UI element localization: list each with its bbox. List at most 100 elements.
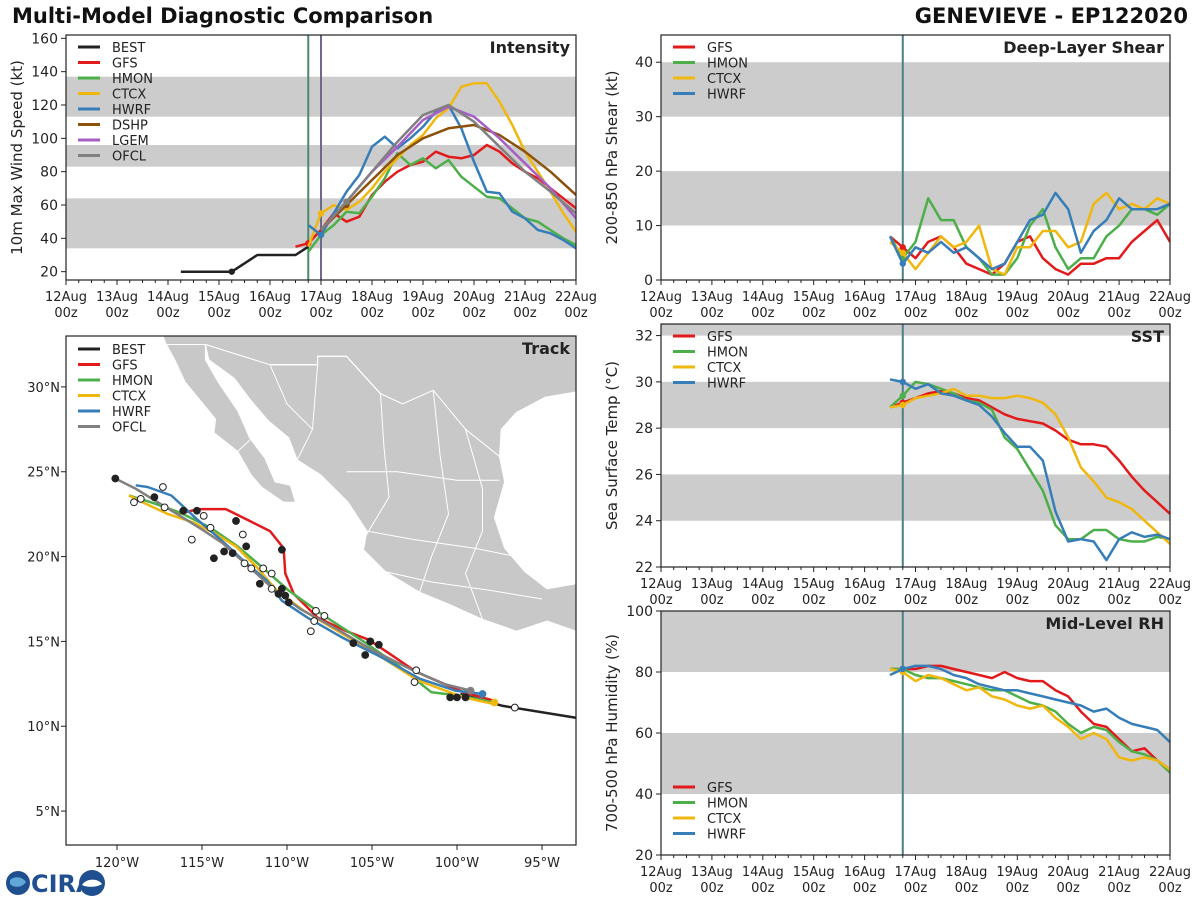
x-tick-label: 20Aug 00z — [1047, 865, 1089, 896]
x-tick-hour: 00z — [1006, 593, 1030, 608]
state-border — [237, 428, 262, 452]
track-point — [111, 474, 120, 483]
track-point — [240, 559, 249, 568]
x-tick-date: 14Aug — [742, 577, 784, 592]
series-line-gfs — [890, 664, 1170, 771]
x-tick-label: 22Aug 00z — [1149, 577, 1191, 608]
panel-title: Intensity — [490, 38, 571, 57]
series-line-ctcx — [307, 82, 576, 248]
lat-label: 5°N — [36, 805, 61, 820]
x-tick-date: 22Aug — [555, 290, 597, 305]
plot-area — [661, 35, 1170, 280]
x-tick-hour: 00z — [411, 306, 435, 321]
x-tick-hour: 00z — [904, 881, 928, 896]
x-tick-hour: 00z — [700, 306, 724, 321]
x-tick-date: 18Aug — [945, 577, 987, 592]
y-tick-label: 160 — [31, 31, 58, 47]
y-tick-label: 24 — [635, 514, 653, 530]
x-tick-hour: 00z — [955, 593, 979, 608]
legend-label-hmon: HMON — [707, 797, 748, 812]
track-point — [310, 617, 319, 625]
plot-area — [661, 611, 1170, 855]
x-tick-hour: 00z — [649, 306, 673, 321]
x-tick-hour: 00z — [802, 593, 826, 608]
x-tick-date: 20Aug — [1047, 577, 1089, 592]
track-point — [187, 535, 196, 544]
x-tick-hour: 00z — [700, 593, 724, 608]
cira-logo: CIRA — [6, 870, 105, 898]
x-tick-hour: 00z — [751, 881, 775, 896]
x-tick-hour: 00z — [1158, 306, 1182, 321]
init-point-ctcx — [317, 210, 325, 217]
track-point — [278, 545, 286, 554]
lon-label: 105°W — [350, 856, 394, 871]
y-tick-label: 40 — [40, 231, 58, 247]
series-line-best — [180, 245, 309, 273]
x-tick-date: 21Aug — [1098, 577, 1140, 592]
legend-label-hwrf: HWRF — [112, 405, 151, 420]
x-tick-label: 16Aug 00z — [249, 290, 291, 321]
series-line-dshp — [320, 123, 576, 231]
x-tick-hour: 00z — [156, 306, 180, 321]
track-line-ctcx — [128, 494, 495, 706]
track-point — [510, 703, 519, 712]
x-tick-date: 12Aug — [45, 290, 87, 305]
state-border — [419, 390, 450, 593]
land-mexico — [204, 343, 576, 632]
legend-label-gfs: GFS — [707, 41, 733, 56]
track-point — [130, 498, 138, 507]
x-tick-label: 16Aug 00z — [844, 577, 886, 608]
track-point — [206, 523, 215, 532]
threshold-band — [661, 733, 1170, 794]
x-tick-date: 20Aug — [453, 290, 495, 305]
x-tick-hour: 00z — [802, 881, 826, 896]
y-tick-label: 26 — [635, 467, 653, 483]
y-tick-label: 80 — [40, 165, 58, 181]
x-tick-date: 15Aug — [793, 865, 835, 880]
lon-label: 100°W — [435, 856, 479, 871]
x-tick-hour: 00z — [207, 306, 231, 321]
x-tick-hour: 00z — [360, 306, 384, 321]
series-line-gfs — [889, 218, 1170, 276]
series-line-ctcx — [889, 387, 1170, 545]
x-tick-date: 14Aug — [742, 865, 784, 880]
track-point — [312, 606, 320, 615]
state-border — [346, 471, 500, 481]
chart-track: 120°W 115°W 110°W 105°W 100°W 95°W 5°N 10°N 15°N… — [27, 335, 577, 871]
y-axis-label: 700-500 hPa Humidity (%) — [603, 634, 621, 832]
track-point — [259, 564, 268, 573]
x-tick-hour: 00z — [751, 593, 775, 608]
map-frame — [65, 335, 577, 846]
x-tick-hour: 00z — [904, 593, 928, 608]
legend-label-hmon: HMON — [112, 72, 153, 87]
x-tick-date: 16Aug — [844, 290, 886, 305]
y-tick-label: 40 — [635, 55, 653, 71]
x-tick-label: 21Aug 00z — [504, 290, 546, 321]
x-tick-label: 22Aug 00z — [555, 290, 597, 321]
x-tick-label: 14Aug 00z — [742, 577, 784, 608]
x-tick-date: 17Aug — [895, 865, 937, 880]
legend-label-gfs: GFS — [112, 57, 138, 72]
legend-label-ctcx: CTCX — [707, 361, 741, 376]
plot-area — [66, 35, 576, 280]
y-tick-label: 100 — [31, 131, 58, 147]
x-tick-label: 21Aug 00z — [1098, 865, 1140, 896]
track-point — [374, 640, 383, 649]
x-tick-label: 17Aug 00z — [300, 290, 342, 321]
init-point-hwrf — [899, 260, 906, 267]
track-point — [453, 693, 461, 702]
track-point — [255, 579, 264, 588]
x-tick-date: 19Aug — [996, 577, 1038, 592]
track-point — [136, 494, 145, 503]
panel-title: SST — [1131, 327, 1164, 346]
x-tick-label: 22Aug 00z — [1149, 290, 1191, 321]
y-axis-label: 10m Max Wind Speed (kt) — [8, 60, 26, 255]
figure-title: Multi-Model Diagnostic Comparison — [12, 4, 434, 28]
legend-label-gfs: GFS — [112, 359, 138, 374]
panel-title: Mid-Level RH — [1045, 614, 1164, 633]
x-tick-date: 19Aug — [402, 290, 444, 305]
init-point-hwrf — [899, 378, 906, 386]
track-point — [199, 511, 208, 520]
legend-label-lgem: LGEM — [112, 134, 149, 149]
